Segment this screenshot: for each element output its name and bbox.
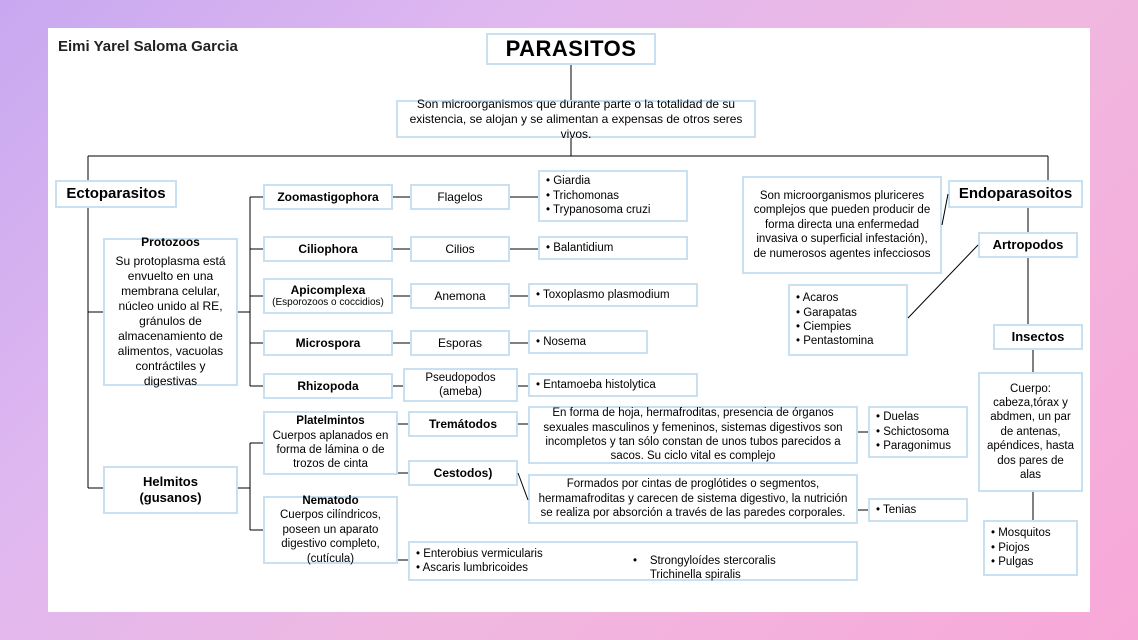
apico-sub: (Esporozoos o coccidios) [272,297,384,308]
title-box: PARASITOS [486,33,656,65]
protozoos-box: Protozoos Su protoplasma está envuelto e… [103,238,238,386]
author-label: Eimi Yarel Saloma Garcia [58,38,238,55]
anemona-box: Anemona [410,283,510,309]
rhizopoda-box: Rhizopoda [263,373,393,399]
nemat-desc: Cuerpos cilíndricos, poseen un aparato d… [271,508,390,566]
cesto-ex-box: • Tenias [868,498,968,522]
trematodos-box: Tremátodos [408,411,518,437]
definition-box: Son microorganismos que durante parte o … [396,100,756,138]
protozoos-desc: Su protoplasma está envuelto en una memb… [111,254,230,389]
nemat-title: Nematodo [302,494,358,508]
artro-ex-box: • Acaros • Garapatas • Ciempies • Pentas… [788,284,908,356]
ciliophora-box: Ciliophora [263,236,393,262]
rhizo-examples-box: • Entamoeba histolytica [528,373,698,397]
apico-title: Apicomplexa [291,284,366,297]
nemat-ex-box: • Enterobius vermicularis • Ascaris lumb… [408,541,858,581]
insectos-desc-box: Cuerpo: cabeza,tórax y abdmen, un par de… [978,372,1083,492]
diagram-canvas: Eimi Yarel Saloma Garcia PARASITOS Son m… [48,28,1090,612]
apico-examples-box: • Toxoplasmo plasmodium [528,283,698,307]
apicomplexa-box: Apicomplexa (Esporozoos o coccidios) [263,278,393,314]
cestodos-box: Cestodos) [408,460,518,486]
zoo-examples-box: • Giardia • Trichomonas • Trypanosoma cr… [538,170,688,222]
cesto-desc-box: Formados por cintas de proglótides o seg… [528,474,858,524]
platelmintos-box: Platelmintos Cuerpos aplanados en forma … [263,411,398,475]
flagelos-box: Flagelos [410,184,510,210]
cilio-examples-box: • Balantidium [538,236,688,260]
platel-desc: Cuerpos aplanados en forma de lámina o d… [271,429,390,472]
nemat-ex-col1: • Enterobius vermicularis • Ascaris lumb… [416,547,633,576]
esporas-box: Esporas [410,330,510,356]
trema-ex-box: • Duelas • Schictosoma • Paragonimus [868,406,968,458]
micro-examples-box: • Nosema [528,330,648,354]
nemat-ex-col2: • Strongyloídes stercoralis Trichinella … [633,539,850,582]
artropodos-box: Artropodos [978,232,1078,258]
pseudopodos-box: Pseudopodos (ameba) [403,368,518,402]
platel-title: Platelmintos [296,414,364,428]
endo-desc-box: Son microorganismos pluriceres complejos… [742,176,942,274]
helmitos-title: Helmitos [143,474,198,490]
protozoos-title: Protozoos [141,235,200,250]
microspora-box: Microspora [263,330,393,356]
insectos-ex-box: • Mosquitos • Piojos • Pulgas [983,520,1078,576]
helmitos-sub: (gusanos) [139,490,201,506]
endoparasitos-box: Endoparasoitos [948,180,1083,208]
nematodo-box: Nematodo Cuerpos cilíndricos, poseen un … [263,496,398,564]
trema-desc-box: En forma de hoja, hermafroditas, presenc… [528,406,858,464]
helmitos-box: Helmitos (gusanos) [103,466,238,514]
zoomastigophora-box: Zoomastigophora [263,184,393,210]
cilios-box: Cilios [410,236,510,262]
insectos-box: Insectos [993,324,1083,350]
ectoparasitos-box: Ectoparasitos [55,180,177,208]
